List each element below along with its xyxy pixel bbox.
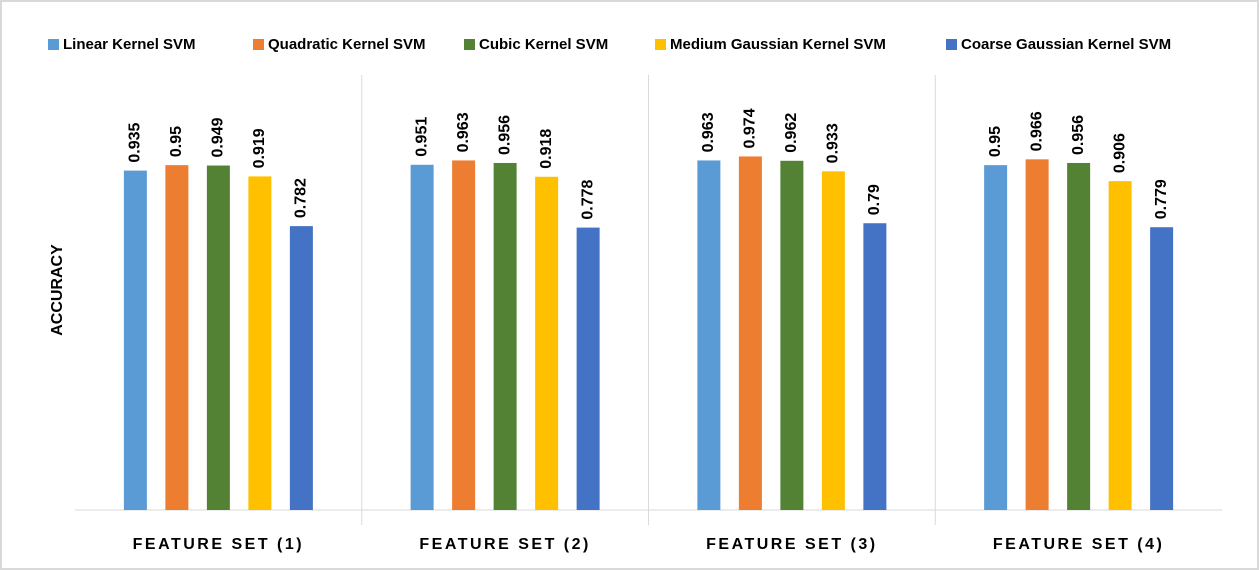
- legend-swatch: [464, 39, 475, 50]
- data-label: 0.918: [538, 129, 555, 169]
- legend-swatch: [946, 39, 957, 50]
- data-label: 0.956: [1070, 115, 1087, 155]
- x-tick-label: FEATURE SET (4): [993, 536, 1164, 553]
- bar: [123, 170, 147, 510]
- legend-label: Quadratic Kernel SVM: [268, 36, 426, 53]
- data-label: 0.963: [700, 112, 717, 152]
- legend-label: Cubic Kernel SVM: [479, 36, 608, 53]
- bar: [863, 223, 887, 511]
- bar: [452, 160, 476, 510]
- data-label: 0.962: [783, 113, 800, 153]
- data-label: 0.935: [127, 122, 144, 162]
- bar: [1025, 159, 1049, 511]
- legend-swatch: [48, 39, 59, 50]
- bar: [206, 165, 230, 510]
- bar: [535, 176, 559, 511]
- bar: [289, 226, 313, 510]
- bar: [493, 162, 517, 511]
- data-label: 0.956: [496, 115, 513, 155]
- legend-label: Medium Gaussian Kernel SVM: [670, 36, 886, 53]
- legend-label: Linear Kernel SVM: [63, 36, 196, 53]
- x-tick-label: FEATURE SET (3): [706, 536, 877, 553]
- data-label: 0.919: [251, 128, 268, 168]
- bar: [1067, 162, 1091, 511]
- data-label: 0.95: [168, 126, 185, 157]
- bar: [248, 176, 272, 510]
- bar: [697, 160, 721, 510]
- data-label: 0.778: [579, 179, 596, 219]
- data-label: 0.949: [210, 117, 227, 157]
- bar: [821, 171, 845, 511]
- data-label: 0.963: [455, 112, 472, 152]
- y-axis-label: ACCURACY: [49, 244, 66, 336]
- x-tick-label: FEATURE SET (2): [419, 536, 590, 553]
- bar: [780, 160, 804, 510]
- bar: [410, 164, 434, 511]
- data-label: 0.966: [1028, 111, 1045, 151]
- legend-label: Coarse Gaussian Kernel SVM: [961, 36, 1171, 53]
- bar: [165, 165, 189, 510]
- bar: [738, 156, 762, 511]
- data-label: 0.79: [866, 184, 883, 215]
- bar: [984, 165, 1008, 510]
- x-tick-label: FEATURE SET (1): [133, 536, 304, 553]
- bar: [1150, 227, 1174, 510]
- data-label: 0.974: [742, 108, 759, 148]
- bar: [1108, 181, 1132, 510]
- legend-swatch: [655, 39, 666, 50]
- data-label: 0.951: [413, 117, 430, 157]
- data-label: 0.933: [825, 123, 842, 163]
- data-label: 0.782: [293, 178, 310, 218]
- legend-swatch: [253, 39, 264, 50]
- data-label: 0.95: [987, 126, 1004, 157]
- bar: [576, 227, 600, 510]
- data-label: 0.906: [1111, 133, 1128, 173]
- data-label: 0.779: [1153, 179, 1170, 219]
